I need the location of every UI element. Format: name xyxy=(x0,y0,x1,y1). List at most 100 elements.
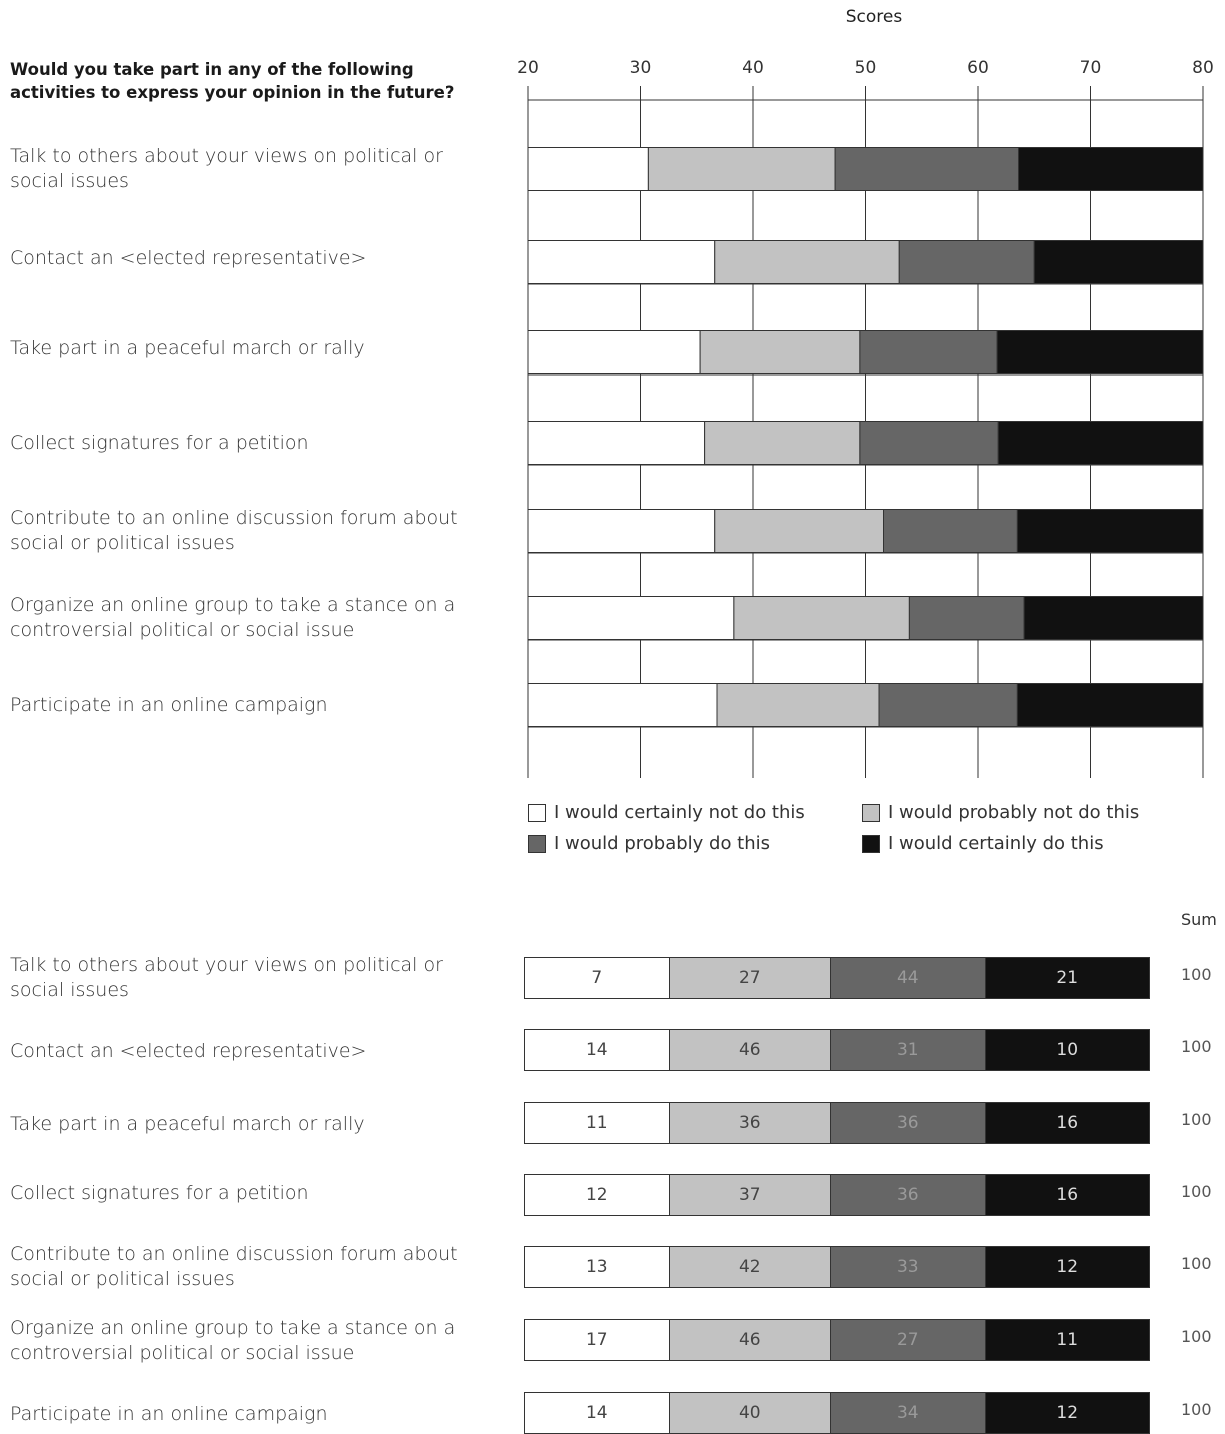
legend-swatch-certainly xyxy=(862,834,880,853)
table-cell: 34 xyxy=(830,1393,985,1433)
bar-segment-row6-series3 xyxy=(908,596,1025,640)
bar-segment-row4-series2 xyxy=(704,421,861,465)
bar-segment-row5-series1 xyxy=(527,509,716,553)
row-sum: 100 xyxy=(1181,965,1212,984)
table-cell: 12 xyxy=(984,1247,1149,1287)
bar-segment-row3-series3 xyxy=(859,330,998,374)
category-label: Collect signatures for a petition xyxy=(10,431,309,454)
table-row-label: Participate in an online campaign xyxy=(10,1402,328,1425)
bar-segment-row5-series2 xyxy=(714,509,884,553)
x-tick-label-30: 30 xyxy=(630,58,652,78)
table-cell: 12 xyxy=(984,1393,1149,1433)
bar-segment-row6-series2 xyxy=(733,596,910,640)
chart-header: Scores xyxy=(528,0,1220,40)
legend-label-probably: I would probably do this xyxy=(554,833,771,854)
table-cell: 11 xyxy=(525,1103,669,1143)
table-cell: 27 xyxy=(668,958,831,998)
table-cell: 33 xyxy=(830,1247,985,1287)
bar-segment-row3-series4 xyxy=(996,330,1204,374)
bar-segment-row4-series1 xyxy=(527,421,706,465)
x-tick-label-40: 40 xyxy=(742,58,764,78)
category-label: Talk to others about your views on polit… xyxy=(10,145,443,192)
table-cell: 14 xyxy=(525,1030,669,1070)
x-axis-title: Scores xyxy=(845,7,903,27)
x-tick-label-20: 20 xyxy=(517,58,539,78)
bar-segment-row4-series4 xyxy=(997,421,1204,465)
question-text: Would you take part in any of the follow… xyxy=(10,60,455,102)
table-cell: 12 xyxy=(525,1175,669,1215)
bar-segment-row5-series3 xyxy=(883,509,1018,553)
table-row: 13 42 33 12 xyxy=(524,1246,1150,1288)
bar-segment-row2-series2 xyxy=(714,240,900,284)
table-cell: 27 xyxy=(830,1320,985,1360)
table-row: 11 36 36 16 xyxy=(524,1102,1150,1144)
bar-segment-row2-series4 xyxy=(1033,240,1204,284)
legend-label-certainly-not: I would certainly not do this xyxy=(554,802,805,823)
table-cell: 10 xyxy=(984,1030,1149,1070)
row-sum: 100 xyxy=(1181,1182,1212,1201)
bar-segment-row6-series4 xyxy=(1023,596,1204,640)
table-row-label: Organize an online group to take a stanc… xyxy=(10,1317,456,1364)
category-label: Take part in a peaceful march or rally xyxy=(10,336,365,359)
bar-segment-row7-series3 xyxy=(878,683,1018,727)
bar-segment-row3-series2 xyxy=(699,330,861,374)
x-tick-label-50: 50 xyxy=(855,58,877,78)
table-cell: 11 xyxy=(984,1320,1149,1360)
x-tick-label-80: 80 xyxy=(1192,58,1214,78)
bar-segment-row6-series1 xyxy=(527,596,735,640)
category-label: Contribute to an online discussion forum… xyxy=(10,507,458,554)
bar-segment-row1-series4 xyxy=(1018,147,1204,191)
legend-swatch-probably xyxy=(528,834,546,853)
table-cell: 37 xyxy=(668,1175,831,1215)
bar-segment-row7-series2 xyxy=(716,683,880,727)
legend-swatch-certainly-not xyxy=(528,803,546,822)
table-cell: 36 xyxy=(830,1175,985,1215)
table-row: 14 46 31 10 xyxy=(524,1029,1150,1071)
row-sum: 100 xyxy=(1181,1254,1212,1273)
table-row-label: Contribute to an online discussion forum… xyxy=(10,1243,458,1290)
table-cell: 14 xyxy=(525,1393,669,1433)
bar-segment-row4-series3 xyxy=(859,421,999,465)
table-cell: 36 xyxy=(830,1103,985,1143)
table-cell: 46 xyxy=(668,1320,831,1360)
table-row-label: Talk to others about your views on polit… xyxy=(10,954,443,1001)
row-sum: 100 xyxy=(1181,1037,1212,1056)
table-row-label: Take part in a peaceful march or rally xyxy=(10,1112,365,1135)
row-sum: 100 xyxy=(1181,1327,1212,1346)
table-cell: 13 xyxy=(525,1247,669,1287)
row-sum: 100 xyxy=(1181,1110,1212,1129)
legend-swatch-probably-not xyxy=(862,803,880,822)
bar-segment-row5-series4 xyxy=(1016,509,1204,553)
table-cell: 7 xyxy=(525,958,669,998)
table-cell: 36 xyxy=(668,1103,831,1143)
table-cell: 44 xyxy=(830,958,985,998)
bar-segment-row1-series2 xyxy=(647,147,836,191)
category-label: Organize an online group to take a stanc… xyxy=(10,594,456,641)
table-cell: 16 xyxy=(984,1103,1149,1143)
stacked-bar-chart: 20 30 40 50 60 70 80 xyxy=(517,58,1214,778)
table-cell: 42 xyxy=(668,1247,831,1287)
category-label: Contact an <elected representative> xyxy=(10,246,367,269)
table-row-label: Contact an <elected representative> xyxy=(10,1039,367,1062)
bar-segment-row2-series1 xyxy=(527,240,716,284)
row-sum: 100 xyxy=(1181,1400,1212,1419)
x-tick-label-60: 60 xyxy=(967,58,989,78)
table-row: 12 37 36 16 xyxy=(524,1174,1150,1216)
table-cell: 40 xyxy=(668,1393,831,1433)
legend-label-certainly: I would certainly do this xyxy=(888,833,1104,854)
table-cell: 16 xyxy=(984,1175,1149,1215)
table-row: 17 46 27 11 xyxy=(524,1319,1150,1361)
table-cell: 31 xyxy=(830,1030,985,1070)
legend-item-certainly-not: I would certainly not do this xyxy=(528,802,805,823)
table-row-label: Collect signatures for a petition xyxy=(10,1181,309,1204)
legend-label-probably-not: I would probably not do this xyxy=(888,802,1140,823)
table-cell: 21 xyxy=(984,958,1149,998)
bar-segment-row7-series4 xyxy=(1016,683,1204,727)
bar-segment-row1-series3 xyxy=(834,147,1019,191)
table-cell: 17 xyxy=(525,1320,669,1360)
legend-item-probably-not: I would probably not do this xyxy=(862,802,1139,823)
bar-segment-row3-series1 xyxy=(527,330,701,374)
sum-header: Sum xyxy=(1181,910,1217,929)
table-cell: 46 xyxy=(668,1030,831,1070)
bar-segment-row1-series1 xyxy=(527,147,649,191)
